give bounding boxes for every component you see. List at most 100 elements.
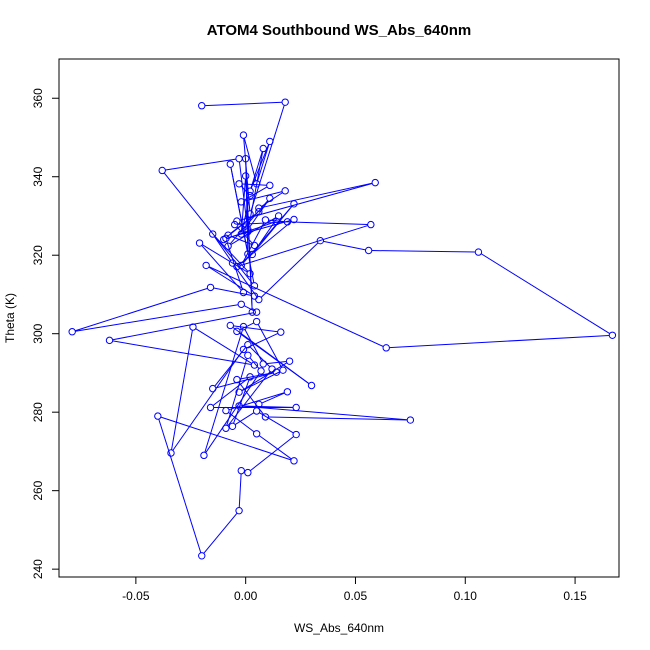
y-tick-label: 360 [31, 88, 45, 108]
data-point [406, 416, 415, 424]
series-segment [239, 182, 373, 221]
data-point [266, 137, 274, 146]
series-segment [234, 412, 255, 426]
x-tick-label: 0.05 [344, 589, 368, 603]
data-point [474, 248, 483, 256]
data-point [209, 230, 217, 238]
data-point [255, 207, 263, 216]
data-point [226, 160, 234, 168]
data-point [239, 345, 248, 354]
series-segment [213, 287, 252, 296]
data-point [158, 166, 166, 175]
data-point [237, 466, 245, 475]
x-axis: -0.05 0.00 0.05 0.10 0.15 [122, 577, 587, 603]
series-segment [247, 151, 264, 229]
series-segment [238, 161, 248, 229]
data-point [198, 101, 206, 110]
data-point [246, 269, 254, 278]
data-point [290, 200, 298, 208]
series-segment [233, 325, 278, 333]
data-point [248, 250, 256, 259]
data-point [239, 288, 248, 297]
data-point [608, 331, 617, 339]
data-point [255, 400, 263, 409]
series-segment [229, 200, 269, 245]
series-segment [239, 225, 368, 267]
series-segment [323, 240, 366, 251]
y-axis: 240 260 280 300 320 340 360 [31, 88, 59, 579]
data-point [222, 406, 230, 415]
data-point [246, 191, 254, 200]
data-point [252, 317, 261, 326]
data-point [105, 336, 114, 345]
data-point [206, 403, 215, 412]
series-segment [195, 328, 252, 364]
data-point [277, 328, 285, 336]
data-point [246, 187, 254, 195]
data-point [290, 215, 298, 224]
data-point [202, 261, 210, 270]
data-point [235, 154, 243, 163]
data-point [228, 422, 237, 431]
series-segment [214, 236, 249, 272]
data-point [235, 402, 243, 410]
data-point [250, 282, 259, 290]
series-segment [204, 101, 283, 107]
series-segment [203, 512, 238, 554]
data-point [244, 351, 252, 359]
data-point [68, 328, 76, 336]
data-point [167, 449, 175, 457]
data-point [257, 367, 265, 375]
data-point [237, 261, 245, 270]
series-segment [242, 405, 408, 421]
series-segment [230, 167, 248, 251]
data-point [233, 375, 241, 384]
series-segment [260, 242, 319, 298]
data-point [268, 365, 276, 373]
series-segment [230, 235, 252, 245]
x-tick-label: 0.15 [563, 589, 587, 603]
y-tick-label: 280 [31, 402, 45, 422]
series-segment [371, 250, 476, 253]
series-segment [241, 179, 246, 231]
series-segment [75, 287, 208, 332]
series-segment [228, 219, 292, 238]
y-tick-label: 320 [31, 245, 45, 265]
data-point [235, 506, 243, 515]
data-point [272, 217, 281, 226]
data-point [235, 180, 243, 188]
data-point [266, 181, 274, 190]
series-segment [243, 138, 257, 181]
series-segment [249, 200, 269, 228]
data-point [292, 430, 300, 439]
data-point [200, 451, 208, 460]
series-layer [68, 98, 617, 560]
data-point [252, 308, 261, 316]
data-point [209, 384, 217, 393]
data-point [246, 210, 254, 218]
data-point [250, 361, 259, 369]
data-point [259, 360, 267, 368]
series-segment [257, 324, 282, 368]
data-point [233, 262, 241, 271]
data-point [237, 198, 245, 206]
series-segment [214, 346, 247, 387]
data-point [222, 234, 230, 243]
series-segment [257, 144, 270, 181]
data-point [222, 424, 230, 432]
data-point [266, 194, 274, 203]
data-point [246, 373, 254, 381]
series-segment [233, 379, 250, 424]
y-tick-label: 260 [31, 480, 45, 500]
y-tick-label: 340 [31, 166, 45, 186]
series-segment [239, 372, 274, 380]
x-tick-label: -0.05 [122, 589, 150, 603]
plot-frame [58, 58, 620, 578]
data-point [244, 468, 252, 477]
series-segment [279, 221, 368, 225]
data-point [382, 344, 390, 352]
data-point [252, 180, 261, 188]
series-segment [171, 330, 193, 450]
series-segment [237, 221, 285, 225]
